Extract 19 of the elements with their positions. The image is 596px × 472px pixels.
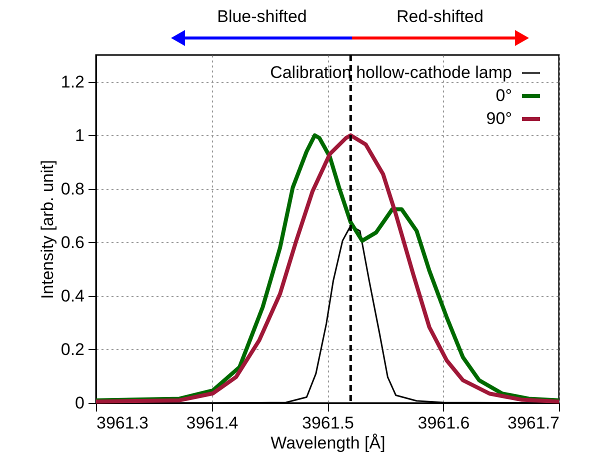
x-axis-title: Wavelength [Å]	[270, 434, 386, 452]
y-tick-label: 0.2	[60, 340, 84, 359]
x-tick-label: 3961.6	[418, 414, 470, 432]
legend-label: Calibration hollow-cathode lamp	[270, 63, 512, 82]
y-tick-label: 0	[75, 394, 84, 412]
x-tick-label: 3961.4	[186, 414, 238, 432]
y-tick-label: 0.6	[60, 232, 84, 252]
y-axis-title: Intensity [arb. unit]	[38, 160, 57, 299]
y-tick-label: 0.8	[60, 179, 84, 198]
legend-label: 90°	[486, 109, 512, 128]
x-tick-label: 3961.7	[508, 414, 560, 432]
text: Red-shifted	[396, 7, 484, 26]
legend-label: 0°	[496, 86, 512, 105]
y-tick-label: 0.4	[60, 286, 84, 306]
y-tick-label: 1	[75, 126, 84, 145]
x-tick-label: 3961.5	[302, 414, 354, 432]
y-tick-label: 1.2	[60, 72, 84, 92]
x-tick-label: 3961.3	[96, 414, 148, 432]
text: Blue-shifted	[217, 7, 307, 26]
